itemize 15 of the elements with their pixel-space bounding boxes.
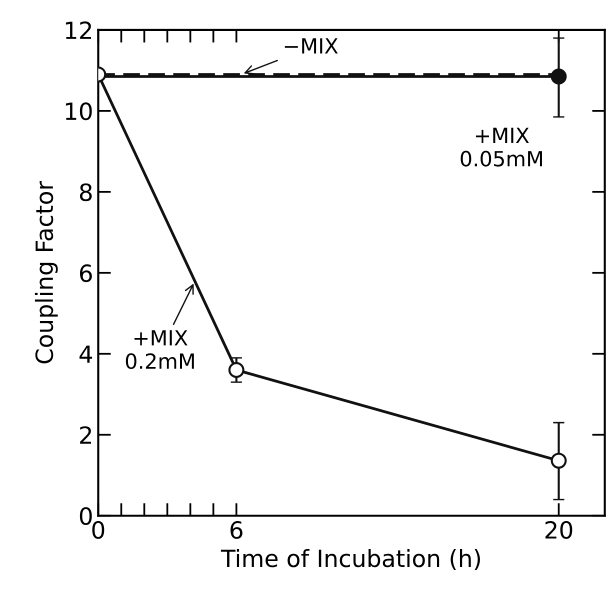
y-tick-label: 8 bbox=[80, 183, 92, 202]
y-axis-title: Coupling Factor bbox=[34, 180, 58, 364]
annotation: −MIX bbox=[284, 38, 338, 54]
x-tick-label: 6 bbox=[230, 521, 242, 539]
y-tick-label: 2 bbox=[80, 426, 92, 444]
y-tick-label: 0 bbox=[80, 507, 92, 526]
x-axis-title: Time of Incubation (h) bbox=[220, 549, 480, 570]
y-tick-label: 10 bbox=[66, 102, 92, 120]
y-tick-label: 6 bbox=[80, 264, 92, 282]
y-tick-label: 4 bbox=[80, 346, 92, 363]
x-tick-label: 20 bbox=[545, 521, 572, 539]
annotation: +MIX 0.05mM bbox=[460, 128, 542, 167]
y-tick-label: 12 bbox=[66, 21, 92, 39]
x-tick-label: 0 bbox=[92, 521, 104, 539]
annotation: +MIX 0.2mM bbox=[126, 330, 194, 370]
